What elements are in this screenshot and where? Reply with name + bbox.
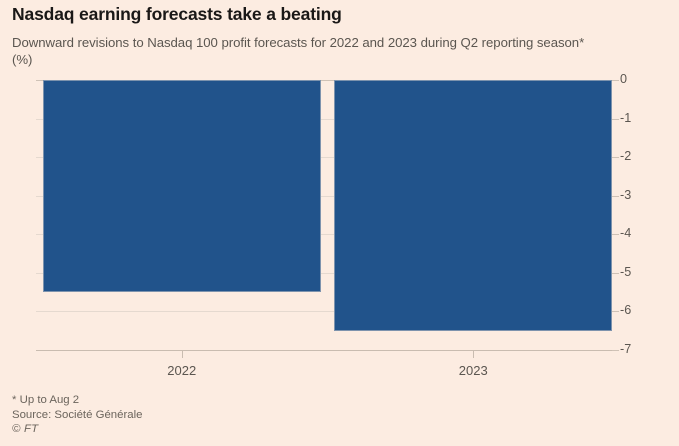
y-axis-tick-label: -3	[620, 187, 632, 202]
gridline--4	[36, 234, 619, 236]
chart-subtitle-line-1: Downward revisions to Nasdaq 100 profit …	[12, 35, 585, 50]
y-tick-mark--5	[612, 272, 619, 274]
gridline--7	[36, 350, 619, 351]
footnote-copyright: © FT	[12, 423, 39, 435]
y-tick-mark--6	[612, 311, 619, 313]
chart-subtitle: Downward revisions to Nasdaq 100 profit …	[12, 34, 662, 68]
footnote-note: * Up to Aug 2	[12, 394, 80, 406]
y-tick-mark--2	[612, 157, 619, 159]
gridline--3	[36, 195, 619, 197]
gridline--1	[36, 118, 619, 120]
y-tick-mark-0	[612, 80, 619, 81]
x-axis-label-2023: 2023	[458, 363, 488, 378]
y-axis-tick-label: -2	[620, 149, 632, 164]
gridline-0	[36, 80, 619, 81]
x-tick-mark-2023	[473, 350, 475, 358]
bar-2022	[42, 80, 321, 293]
chart-title: Nasdaq earning forecasts take a beating	[12, 4, 342, 24]
y-axis-tick-label: 0	[620, 72, 628, 86]
chart-footnotes: * Up to Aug 2 Source: Société Générale ©…	[12, 393, 142, 437]
x-axis-label-2022: 2022	[167, 363, 197, 378]
y-axis-tick-label: -4	[620, 226, 632, 241]
plot-area	[36, 80, 619, 351]
y-axis-tick-label: -1	[620, 110, 632, 125]
footnote-source: Source: Société Générale	[12, 408, 143, 421]
y-tick-mark--7	[612, 350, 619, 351]
y-axis-tick-label: -7	[620, 342, 632, 356]
chart-subtitle-line-2: (%)	[12, 52, 33, 67]
y-tick-mark--1	[612, 118, 619, 120]
gridline--2	[36, 157, 619, 159]
y-axis-tick-label: -5	[620, 264, 632, 279]
bar-2023	[334, 80, 613, 331]
gridline--6	[36, 311, 619, 313]
y-tick-mark--4	[612, 234, 619, 236]
y-axis-tick-label: -6	[620, 303, 632, 318]
x-tick-mark-2022	[181, 350, 183, 358]
y-tick-mark--3	[612, 195, 619, 197]
gridline--5	[36, 272, 619, 274]
